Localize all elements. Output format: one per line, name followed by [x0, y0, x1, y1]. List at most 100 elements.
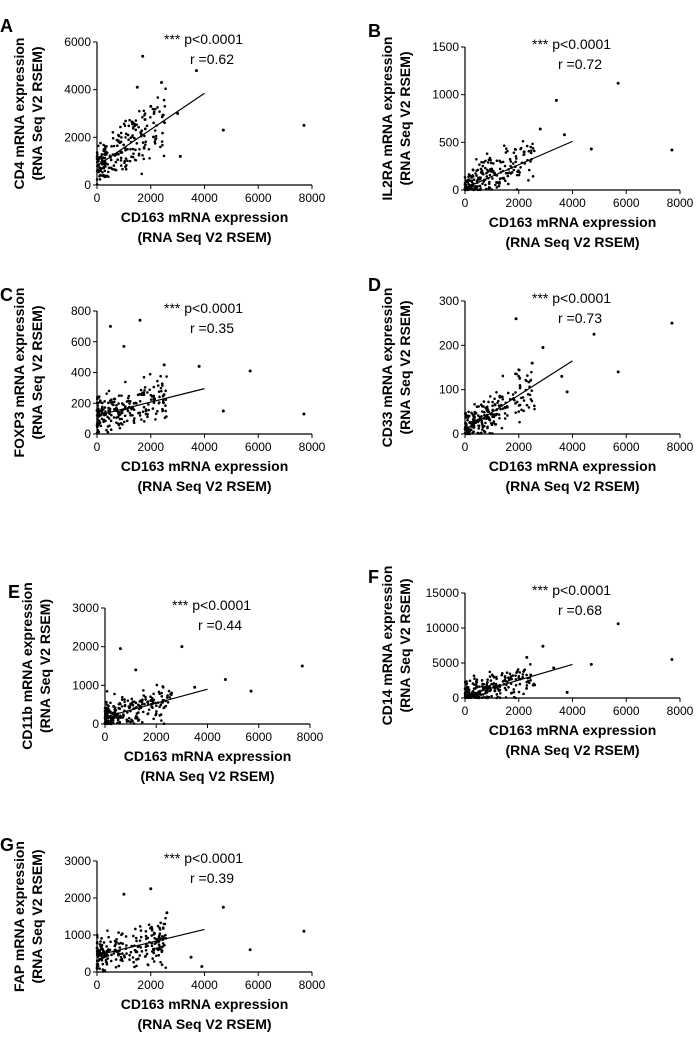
scatter-point: [135, 712, 139, 715]
scatter-point: [152, 112, 156, 115]
scatter-point: [100, 937, 103, 940]
scatter-point: [111, 721, 115, 725]
scatter-point: [134, 128, 138, 132]
regression-line: [464, 360, 573, 431]
scatter-point: [497, 404, 501, 408]
significance-annotation: *** p<0.0001: [164, 31, 243, 47]
scatter-point: [514, 391, 517, 394]
scatter-point: [105, 174, 109, 178]
scatter-point: [517, 173, 521, 177]
scatter-point: [487, 400, 490, 404]
scatter-point: [523, 668, 527, 671]
scatter-point-outlier: [197, 364, 201, 368]
scatter-point: [120, 705, 124, 708]
scatter-point: [130, 701, 134, 705]
scatter-point-outlier: [221, 409, 225, 413]
scatter-point: [138, 954, 142, 957]
scatter-point: [98, 409, 102, 413]
scatter-point: [134, 158, 138, 162]
scatter-point: [494, 413, 498, 417]
chart-panel-f: F 0 2000 4000 6000 8000 0 5000 10000 15000 CD163 m…: [368, 566, 694, 758]
scatter-point: [152, 951, 156, 955]
scatter-point: [139, 935, 143, 939]
scatter-point: [164, 704, 168, 708]
scatter-point: [157, 690, 161, 694]
scatter-point: [514, 683, 518, 687]
scatter-point: [467, 414, 471, 418]
scatter-point: [113, 710, 117, 714]
x-axis-title: CD163 mRNA expression: [489, 214, 657, 230]
scatter-point: [109, 959, 113, 963]
scatter-point: [156, 924, 160, 928]
scatter-point: [119, 164, 123, 167]
scatter-point: [101, 171, 104, 174]
scatter-point: [509, 160, 513, 163]
scatter-point: [515, 400, 519, 404]
scatter-point: [515, 372, 518, 376]
scatter-point: [121, 167, 124, 171]
scatter-point: [122, 122, 126, 126]
scatter-point: [120, 411, 124, 414]
scatter-point: [488, 419, 492, 422]
scatter-point-outlier: [149, 104, 153, 108]
x-tick-label: 0: [94, 440, 101, 454]
scatter-point-outlier: [248, 948, 252, 952]
scatter-point: [132, 408, 136, 411]
scatter-point: [466, 418, 469, 422]
scatter-point: [116, 158, 120, 161]
scatter-point: [152, 135, 155, 139]
x-tick-label: 6000: [613, 196, 640, 210]
scatter-point: [117, 134, 121, 138]
scatter-point: [124, 380, 127, 384]
scatter-point: [139, 929, 143, 932]
scatter-point: [164, 916, 167, 920]
scatter-point: [533, 407, 536, 411]
scatter-point: [526, 374, 529, 377]
scatter-point: [492, 421, 495, 424]
scatter-point: [102, 143, 105, 147]
scatter-point: [143, 955, 147, 958]
scatter-point: [129, 950, 133, 954]
scatter-point: [503, 417, 507, 420]
scatter-point: [489, 688, 492, 692]
scatter-point: [159, 703, 163, 707]
scatter-point: [120, 417, 123, 421]
scatter-point: [484, 183, 487, 187]
scatter-point: [160, 719, 163, 722]
scatter-point: [125, 400, 129, 403]
x-tick-label: 6000: [613, 440, 640, 454]
scatter-point: [481, 428, 484, 431]
scatter-point: [483, 685, 487, 689]
scatter-point-outlier: [170, 691, 174, 695]
scatter-point: [151, 957, 154, 960]
scatter-point: [142, 420, 146, 423]
scatter-point: [142, 405, 146, 409]
significance-annotation: *** p<0.0001: [164, 300, 243, 316]
scatter-point: [522, 692, 525, 696]
scatter-point: [112, 164, 116, 167]
scatter-point-outlier: [300, 664, 304, 668]
scatter-point: [463, 426, 467, 429]
scatter-point: [124, 119, 127, 123]
scatter-point: [100, 943, 104, 947]
scatter-point-outlier: [592, 332, 596, 336]
scatter-point: [527, 168, 531, 172]
scatter-point: [129, 400, 132, 403]
scatter-point: [129, 720, 132, 724]
scatter-point: [128, 953, 131, 957]
scatter-point: [500, 426, 504, 430]
scatter-point: [156, 106, 159, 109]
scatter-point-outlier: [194, 69, 198, 73]
scatter-point: [156, 379, 159, 383]
scatter-point: [128, 118, 131, 122]
scatter-point: [115, 407, 119, 411]
scatter-point: [510, 170, 514, 174]
scatter-point: [150, 934, 154, 937]
scatter-point: [122, 143, 125, 147]
scatter-point: [152, 960, 156, 963]
scatter-point: [531, 146, 535, 150]
scatter-point: [131, 122, 134, 126]
scatter-point: [143, 112, 147, 115]
scatter-point: [533, 404, 536, 408]
scatter-point: [532, 682, 536, 686]
